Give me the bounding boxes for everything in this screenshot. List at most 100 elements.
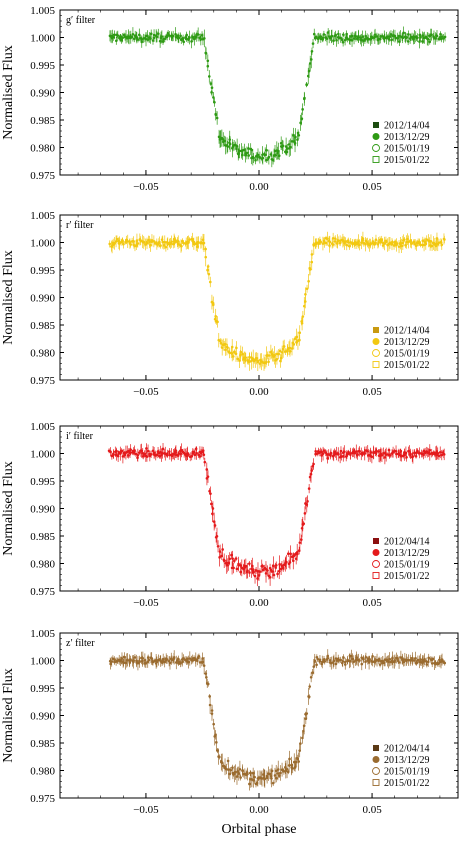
- data-point: [310, 253, 314, 256]
- data-point: [216, 749, 219, 752]
- data-point: [428, 448, 432, 452]
- data-point: [256, 359, 260, 363]
- data-point: [427, 656, 431, 660]
- y-tick-label: 1.000: [30, 449, 55, 461]
- data-point: [163, 452, 167, 455]
- data-point: [144, 662, 148, 665]
- y-tick-label: 1.005: [30, 210, 55, 222]
- data-point: [308, 685, 312, 688]
- x-tick-label: −0.05: [133, 181, 159, 193]
- data-point: [293, 141, 297, 145]
- data-point: [174, 449, 178, 453]
- data-point: [121, 455, 125, 458]
- data-point: [146, 449, 150, 453]
- data-point: [136, 453, 140, 457]
- y-tick-label: 0.985: [30, 738, 55, 750]
- y-tick-label: 0.980: [30, 143, 55, 155]
- data-point: [395, 242, 399, 245]
- data-point: [324, 241, 328, 245]
- data-point: [206, 64, 210, 68]
- data-point: [149, 453, 153, 456]
- data-point: [248, 360, 251, 363]
- data-point: [294, 557, 298, 561]
- data-point: [375, 449, 378, 453]
- data-point: [366, 241, 369, 244]
- data-point: [353, 451, 357, 455]
- data-point: [121, 239, 124, 242]
- data-point: [248, 355, 251, 359]
- data-point: [303, 300, 307, 303]
- data-point: [252, 570, 255, 574]
- data-point: [225, 563, 229, 567]
- data-point: [301, 108, 304, 111]
- legend-marker-filled-circle: [372, 549, 380, 556]
- data-point: [121, 36, 124, 40]
- data-point: [369, 451, 372, 454]
- legend-entry: 2015/01/22: [384, 778, 430, 789]
- data-point: [263, 777, 267, 781]
- data-point: [386, 35, 390, 38]
- data-point: [405, 35, 409, 39]
- data-point: [115, 237, 119, 241]
- panel-2: 1.005 1.000 0.995 0.990 0.985 0.980 0.975 −0.05…: [1, 210, 459, 398]
- data-point: [268, 772, 272, 776]
- data-point: [161, 40, 165, 43]
- data-point: [297, 760, 300, 763]
- data-point: [197, 241, 200, 244]
- data-point: [377, 657, 381, 661]
- data-point: [350, 34, 354, 38]
- data-point: [409, 452, 412, 456]
- x-tick-label: 0.00: [249, 181, 269, 193]
- data-point: [176, 240, 180, 243]
- data-point: [123, 655, 126, 659]
- data-point: [201, 657, 204, 660]
- panel-4: 1.005 1.000 0.995 0.990 0.985 0.980 0.975 −0.05…: [1, 628, 459, 837]
- data-point: [396, 36, 400, 40]
- data-point: [424, 35, 428, 39]
- y-tick-label: 0.980: [30, 348, 55, 360]
- data-point: [392, 244, 396, 247]
- data-point: [288, 346, 292, 350]
- y-tick-label: 0.975: [30, 586, 55, 598]
- data-point: [194, 242, 198, 246]
- data-point: [380, 238, 384, 242]
- data-point: [277, 569, 281, 573]
- data-point: [109, 450, 112, 453]
- legend-entry: 2013/12/29: [384, 132, 430, 143]
- data-point: [326, 656, 330, 660]
- data-point: [204, 52, 208, 55]
- data-point: [403, 238, 406, 241]
- y-tick-label: 1.005: [30, 628, 55, 640]
- data-point: [237, 562, 240, 566]
- data-point: [202, 664, 206, 667]
- y-tick-label: 0.975: [30, 375, 55, 387]
- data-point: [430, 33, 433, 36]
- y-axis-label: Normalised Flux: [1, 250, 16, 345]
- data-point: [266, 569, 269, 572]
- data-point: [240, 566, 244, 570]
- data-point: [251, 771, 255, 775]
- data-point: [278, 563, 281, 566]
- data-point: [406, 237, 409, 241]
- data-point: [415, 244, 418, 247]
- data-point: [430, 662, 434, 665]
- data-point: [188, 238, 191, 241]
- data-point: [193, 453, 197, 457]
- legend-entry: 2015/01/22: [384, 360, 430, 371]
- data-point: [285, 560, 288, 564]
- data-point: [256, 577, 259, 580]
- data-point: [430, 244, 434, 248]
- data-point: [253, 775, 256, 779]
- data-point: [166, 32, 170, 35]
- data-point: [235, 567, 239, 571]
- data-point: [248, 562, 251, 565]
- data-point: [342, 33, 345, 36]
- data-point: [214, 113, 218, 117]
- data-point: [440, 453, 444, 457]
- data-point: [110, 245, 114, 248]
- legend-entry: 2012/04/14: [384, 744, 430, 755]
- data-point: [222, 559, 226, 563]
- data-point: [267, 360, 270, 364]
- data-point: [277, 352, 280, 356]
- data-point: [164, 245, 168, 249]
